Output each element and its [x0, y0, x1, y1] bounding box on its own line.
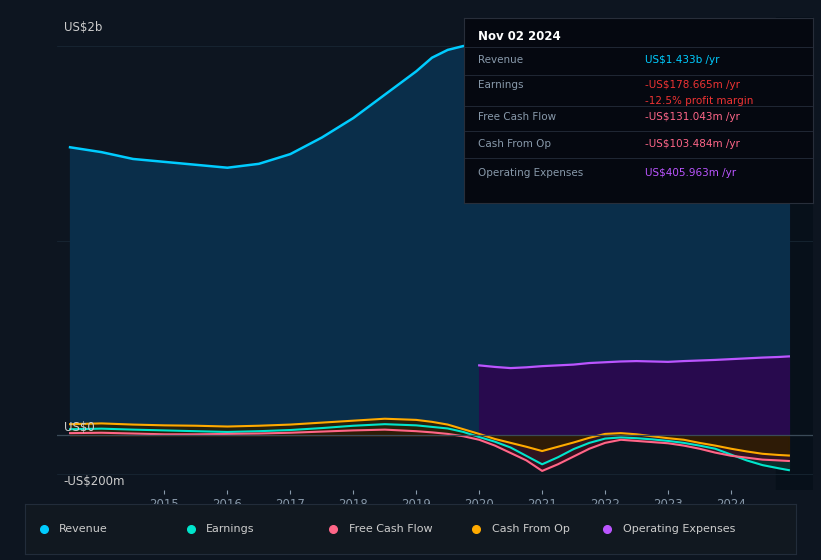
Text: US$2b: US$2b	[64, 21, 102, 34]
Text: Operating Expenses: Operating Expenses	[478, 168, 583, 178]
Text: Cash From Op: Cash From Op	[478, 139, 551, 149]
Text: Free Cash Flow: Free Cash Flow	[478, 113, 556, 122]
Text: -US$178.665m /yr: -US$178.665m /yr	[645, 80, 741, 90]
Text: Revenue: Revenue	[59, 524, 108, 534]
Bar	[777, 17, 813, 490]
Text: Nov 02 2024: Nov 02 2024	[478, 30, 561, 44]
Text: -US$131.043m /yr: -US$131.043m /yr	[645, 113, 741, 122]
Text: Revenue: Revenue	[478, 55, 523, 65]
Text: US$0: US$0	[64, 421, 94, 433]
Text: US$1.433b /yr: US$1.433b /yr	[645, 55, 720, 65]
Text: -12.5% profit margin: -12.5% profit margin	[645, 96, 754, 106]
Text: Cash From Op: Cash From Op	[492, 524, 570, 534]
Text: -US$200m: -US$200m	[64, 475, 126, 488]
Text: Operating Expenses: Operating Expenses	[623, 524, 735, 534]
Text: Earnings: Earnings	[478, 80, 523, 90]
Text: US$405.963m /yr: US$405.963m /yr	[645, 168, 736, 178]
Text: Free Cash Flow: Free Cash Flow	[349, 524, 433, 534]
Text: Earnings: Earnings	[206, 524, 255, 534]
Text: -US$103.484m /yr: -US$103.484m /yr	[645, 139, 741, 149]
